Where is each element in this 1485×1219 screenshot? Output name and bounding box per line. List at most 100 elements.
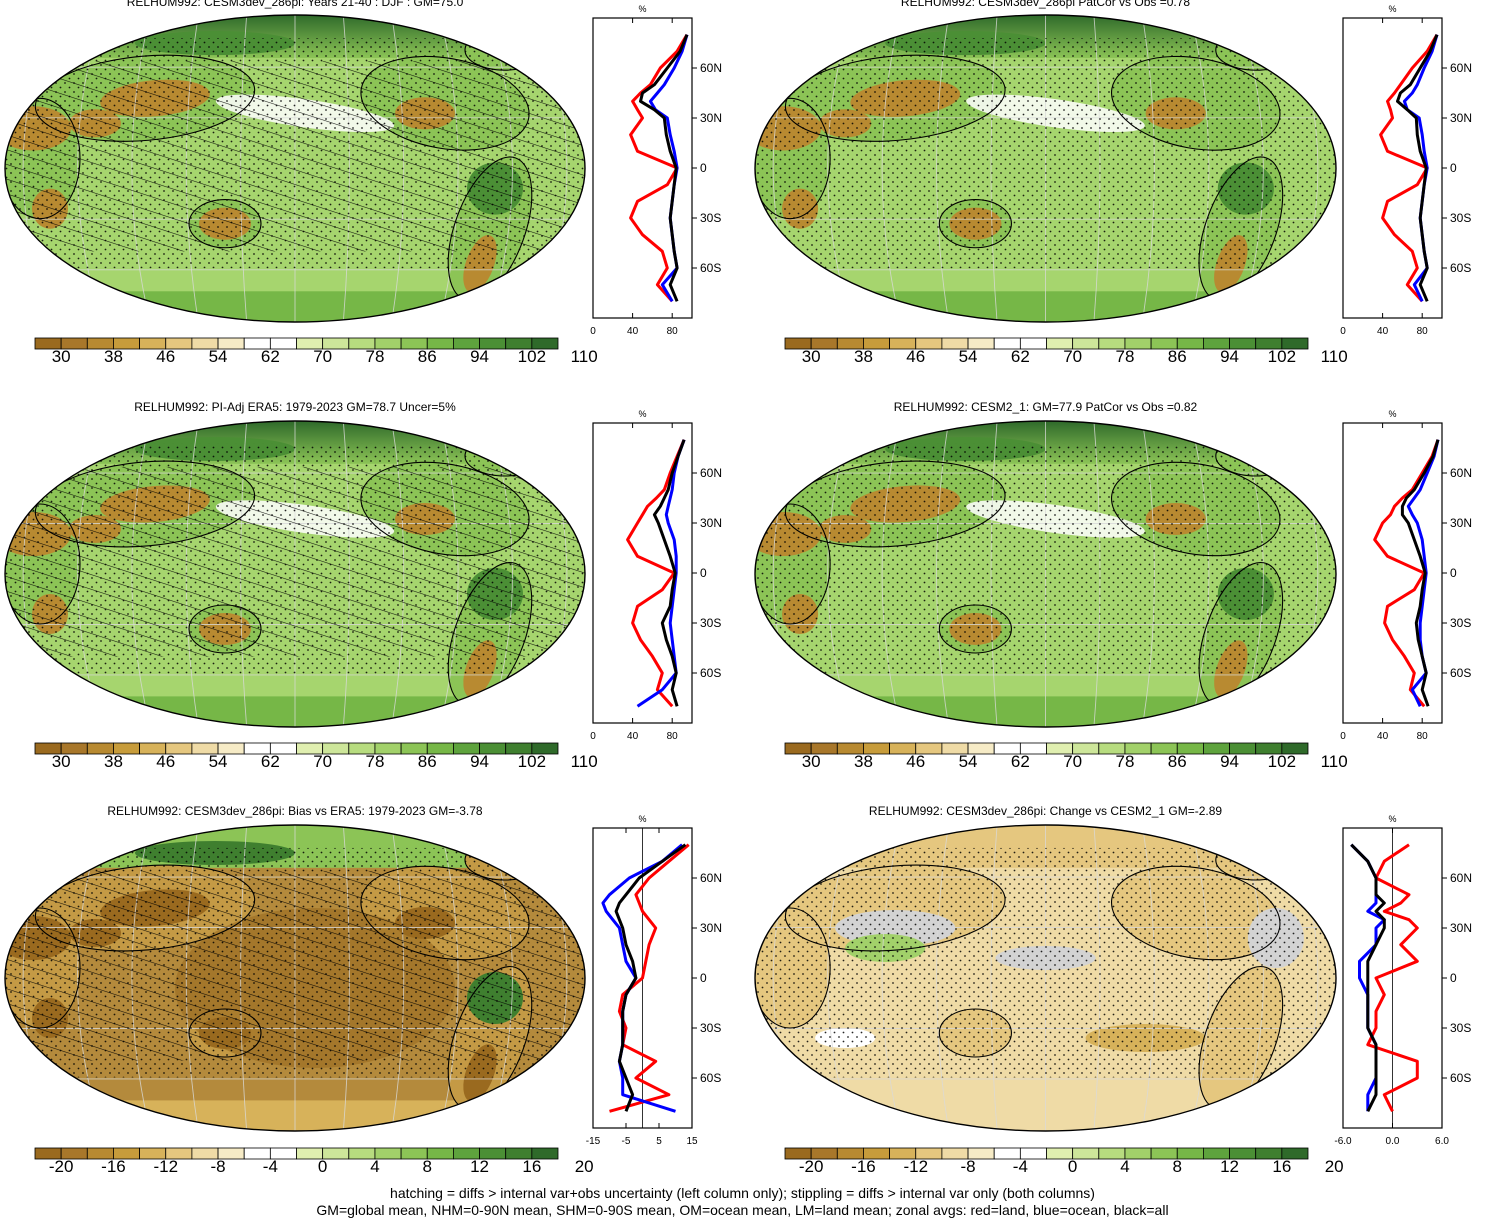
colorbar-label: 20 [1325, 1157, 1344, 1176]
panel-p3: RELHUM992: PI-Adj ERA5: 1979-2023 GM=78.… [4, 400, 722, 771]
coastline-outline [755, 907, 831, 1029]
colorbar-label: 54 [209, 347, 228, 366]
colorbar-label: 94 [1220, 347, 1239, 366]
colorbar-label: 78 [365, 347, 384, 366]
colorbar-box [1281, 1147, 1309, 1160]
map-area [5, 421, 585, 727]
coastline-outline [34, 54, 256, 142]
zonal-value-label: 6.0 [1435, 1136, 1449, 1147]
coastline-outline [1110, 865, 1281, 961]
panel-title: RELHUM992: CESM3dev_286pi PatCor vs Obs … [901, 0, 1190, 9]
zonal-value-label: 40 [627, 326, 639, 337]
colorbar-label: 78 [1115, 752, 1134, 771]
zonal-lat-label: 30S [1450, 616, 1471, 630]
colorbar-label: 102 [1268, 752, 1296, 771]
coastline-outline [1110, 461, 1281, 557]
zonal-line-land [1379, 33, 1439, 303]
panel-title: RELHUM992: CESM3dev_286pi: Bias vs ERA5:… [107, 804, 483, 818]
coastline-outline [784, 864, 1006, 952]
zonal-lat-label: 30S [700, 1021, 721, 1035]
colorbar-label: 54 [959, 752, 978, 771]
zonal-line-ocean [636, 439, 686, 708]
zonal-mean-plot: % 60N 30N 0 30S 60S -15 -5 5 15 [586, 814, 722, 1147]
coastline-outline [34, 864, 256, 952]
colorbar-label: 4 [1120, 1157, 1129, 1176]
colorbar-label: 30 [802, 347, 821, 366]
colorbar-box [531, 1147, 559, 1160]
zonal-lat-label: 30N [1450, 921, 1472, 935]
zonal-lat-label: 60N [700, 61, 722, 75]
coastline-outline [5, 503, 81, 625]
zonal-line-all [1350, 843, 1386, 1112]
colorbar-label: -8 [960, 1157, 975, 1176]
colorbar-label: -20 [799, 1157, 824, 1176]
zonal-lat-label: 30N [700, 516, 722, 530]
colorbar-label: 54 [209, 752, 228, 771]
colorbar-label: 70 [1063, 752, 1082, 771]
zonal-lat-label: 60S [700, 666, 721, 680]
colorbar-label: 70 [1063, 347, 1082, 366]
zonal-lat-label: 60S [700, 261, 721, 275]
zonal-value-label: 80 [1417, 326, 1429, 337]
colorbar-box [531, 337, 559, 350]
colorbar-label: 110 [571, 347, 598, 366]
coastline-outline [188, 1008, 262, 1058]
zonal-lat-label: 30N [700, 111, 722, 125]
colorbar-label: 86 [1168, 347, 1187, 366]
colorbar-label: 38 [104, 347, 123, 366]
colorbar-label: 12 [470, 1157, 489, 1176]
coastline-outline [360, 461, 530, 557]
colorbar-label: 70 [313, 752, 332, 771]
zonal-lat-label: 0 [1450, 566, 1457, 580]
colorbar-label: 62 [261, 347, 280, 366]
zonal-lat-label: 30N [1450, 516, 1472, 530]
colorbar-label: 102 [518, 347, 546, 366]
zonal-value-label: 40 [1377, 731, 1389, 742]
coastline-outline [5, 97, 81, 220]
zonal-lat-label: 30S [700, 616, 721, 630]
colorbar-label: 0 [318, 1157, 327, 1176]
zonal-mean-plot: % 60N 30N 0 30S 60S 0 40 80 [590, 409, 722, 742]
colorbar-label: 16 [522, 1157, 541, 1176]
footer-note-hatching: hatching = diffs > internal var+obs unce… [390, 1185, 1095, 1201]
zonal-line-all [1400, 439, 1440, 707]
colorbar-label: 78 [1115, 347, 1134, 366]
zonal-lat-label: 60S [1450, 261, 1471, 275]
zonal-value-label: 40 [627, 731, 639, 742]
panel-title: RELHUM992: CESM2_1: GM=77.9 PatCor vs Ob… [894, 400, 1198, 414]
zonal-line-all [652, 439, 686, 707]
colorbar-box [1281, 337, 1309, 350]
colorbar-label: -12 [903, 1157, 928, 1176]
colorbar-label: 16 [1272, 1157, 1291, 1176]
colorbar-label: 102 [518, 752, 546, 771]
colorbar-label: 8 [1173, 1157, 1182, 1176]
map-border [4, 420, 586, 728]
zonal-lat-label: 60N [1450, 466, 1472, 480]
panel-title: RELHUM992: CESM3dev_286pi: Change vs CES… [869, 804, 1223, 818]
colorbar-label: 20 [575, 1157, 594, 1176]
zonal-value-label: 0 [1340, 326, 1346, 337]
zonal-value-label: 80 [667, 326, 679, 337]
colorbar-label: 78 [365, 752, 384, 771]
coastline-outline [188, 199, 262, 249]
map-area [755, 15, 1336, 322]
zonal-lat-label: 0 [1450, 971, 1457, 985]
footer-note-legend: GM=global mean, NHM=0-90N mean, SHM=0-90… [316, 1202, 1169, 1218]
colorbar-label: 30 [52, 347, 71, 366]
zonal-lat-label: 30S [700, 211, 721, 225]
zonal-lat-label: 0 [700, 161, 707, 175]
colorbar-label: -4 [1013, 1157, 1028, 1176]
zonal-unit-label: % [1388, 814, 1396, 824]
zonal-lat-label: 0 [1450, 161, 1457, 175]
colorbar-label: -4 [263, 1157, 278, 1176]
colorbar-label: 110 [571, 752, 598, 771]
zonal-line-all [639, 34, 689, 302]
coastline-outline [784, 54, 1006, 142]
colorbar-label: 12 [1220, 1157, 1239, 1176]
zonal-unit-label: % [638, 814, 646, 824]
coastline-outline [755, 503, 831, 625]
colorbar-label: -16 [101, 1157, 126, 1176]
map-border [754, 824, 1337, 1132]
colorbar-label: 4 [370, 1157, 379, 1176]
stippling-overlay [755, 443, 1336, 674]
